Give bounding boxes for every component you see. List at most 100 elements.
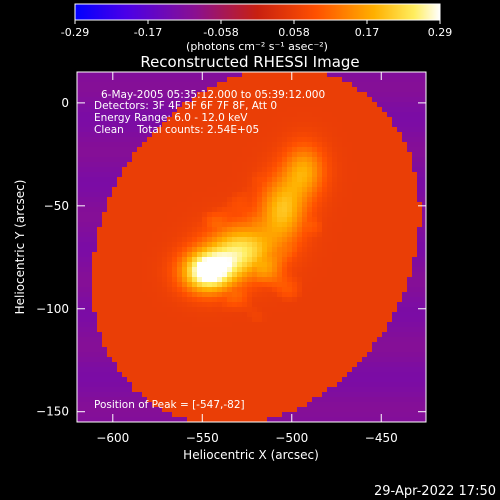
heatmap-cell (142, 302, 147, 307)
heatmap-cell (132, 252, 137, 257)
heatmap-cell (257, 322, 262, 327)
heatmap-cell (157, 322, 162, 327)
heatmap-cell (377, 92, 382, 97)
heatmap-cell (252, 252, 257, 257)
heatmap-cell (107, 152, 112, 157)
heatmap-cell (292, 167, 297, 172)
heatmap-cell (172, 102, 177, 107)
heatmap-cell (177, 242, 182, 247)
heatmap-cell (87, 387, 92, 392)
heatmap-cell (362, 182, 367, 187)
heatmap-cell (82, 267, 87, 272)
heatmap-cell (407, 192, 412, 197)
heatmap-cell (127, 157, 132, 162)
heatmap-cell (292, 307, 297, 312)
heatmap-cell (122, 217, 127, 222)
heatmap-cell (397, 97, 402, 102)
heatmap-cell (247, 172, 252, 177)
heatmap-cell (297, 137, 302, 142)
heatmap-cell (262, 342, 267, 347)
heatmap-cell (192, 222, 197, 227)
heatmap-cell (287, 242, 292, 247)
heatmap-cell (197, 267, 202, 272)
heatmap-cell (302, 167, 307, 172)
heatmap-cell (387, 157, 392, 162)
heatmap-cell (297, 272, 302, 277)
heatmap-cell (162, 252, 167, 257)
heatmap-cell (282, 237, 287, 242)
heatmap-cell (272, 172, 277, 177)
heatmap-cell (417, 117, 422, 122)
heatmap-cell (212, 77, 217, 82)
heatmap-cell (347, 187, 352, 192)
heatmap-cell (137, 387, 142, 392)
heatmap-cell (137, 362, 142, 367)
heatmap-cell (167, 262, 172, 267)
heatmap-cell (307, 297, 312, 302)
heatmap-cell (97, 377, 102, 382)
heatmap-cell (227, 322, 232, 327)
heatmap-cell (192, 152, 197, 157)
heatmap-cell (182, 77, 187, 82)
heatmap-cell (282, 387, 287, 392)
heatmap-cell (182, 117, 187, 122)
heatmap-cell (297, 132, 302, 137)
heatmap-cell (422, 382, 426, 387)
heatmap-cell (102, 292, 107, 297)
heatmap-cell (337, 367, 342, 372)
heatmap-cell (177, 327, 182, 332)
heatmap-cell (202, 277, 207, 282)
heatmap-cell (177, 397, 182, 402)
heatmap-cell (277, 212, 282, 217)
heatmap-cell (202, 172, 207, 177)
heatmap-cell (357, 387, 362, 392)
heatmap-cell (257, 247, 262, 252)
heatmap-cell (422, 217, 426, 222)
heatmap-cell (172, 342, 177, 347)
heatmap-cell (247, 227, 252, 232)
heatmap-cell (82, 117, 87, 122)
heatmap-cell (197, 137, 202, 142)
heatmap-cell (292, 247, 297, 252)
heatmap-cell (257, 177, 262, 182)
heatmap-cell (262, 137, 267, 142)
heatmap-cell (357, 287, 362, 292)
heatmap-cell (352, 77, 357, 82)
heatmap-cell (87, 367, 92, 372)
heatmap-cell (217, 267, 222, 272)
heatmap-cell (167, 187, 172, 192)
heatmap-cell (317, 367, 322, 372)
heatmap-cell (87, 267, 92, 272)
heatmap-cell (277, 92, 282, 97)
heatmap-cell (102, 212, 107, 217)
heatmap-cell (97, 347, 102, 352)
heatmap-cell (232, 392, 237, 397)
heatmap-cell (97, 232, 102, 237)
heatmap-cell (207, 227, 212, 232)
heatmap-cell (217, 172, 222, 177)
heatmap-cell (92, 317, 97, 322)
heatmap-cell (422, 372, 426, 377)
heatmap-cell (207, 242, 212, 247)
heatmap-cell (82, 392, 87, 397)
heatmap-cell (412, 87, 417, 92)
heatmap-cell (167, 207, 172, 212)
heatmap-cell (132, 122, 137, 127)
heatmap-cell (127, 307, 132, 312)
heatmap-cell (337, 287, 342, 292)
heatmap-cell (387, 202, 392, 207)
heatmap-cell (97, 247, 102, 252)
heatmap-cell (317, 202, 322, 207)
heatmap-cell (142, 132, 147, 137)
heatmap-cell (342, 282, 347, 287)
heatmap-cell (247, 187, 252, 192)
heatmap-cell (317, 182, 322, 187)
heatmap-cell (152, 412, 157, 417)
heatmap-cell (392, 277, 397, 282)
heatmap-cell (112, 272, 117, 277)
heatmap-cell (392, 347, 397, 352)
heatmap-cell (407, 207, 412, 212)
heatmap-cell (372, 317, 377, 322)
heatmap-cell (177, 362, 182, 367)
heatmap-cell (117, 402, 122, 407)
